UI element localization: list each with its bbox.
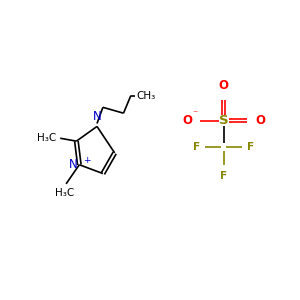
Text: CH₃: CH₃: [136, 91, 155, 100]
Text: O: O: [182, 114, 192, 127]
Text: N: N: [93, 110, 101, 124]
Text: N: N: [69, 158, 78, 171]
Text: H₃C: H₃C: [37, 133, 56, 143]
Text: F: F: [193, 142, 200, 152]
Text: F: F: [247, 142, 254, 152]
Text: H₃C: H₃C: [55, 188, 74, 198]
Text: O: O: [219, 79, 229, 92]
Text: S: S: [219, 114, 228, 127]
Text: +: +: [83, 156, 90, 165]
Text: ⁻: ⁻: [193, 110, 198, 120]
Text: O: O: [255, 114, 265, 127]
Text: F: F: [220, 171, 227, 181]
